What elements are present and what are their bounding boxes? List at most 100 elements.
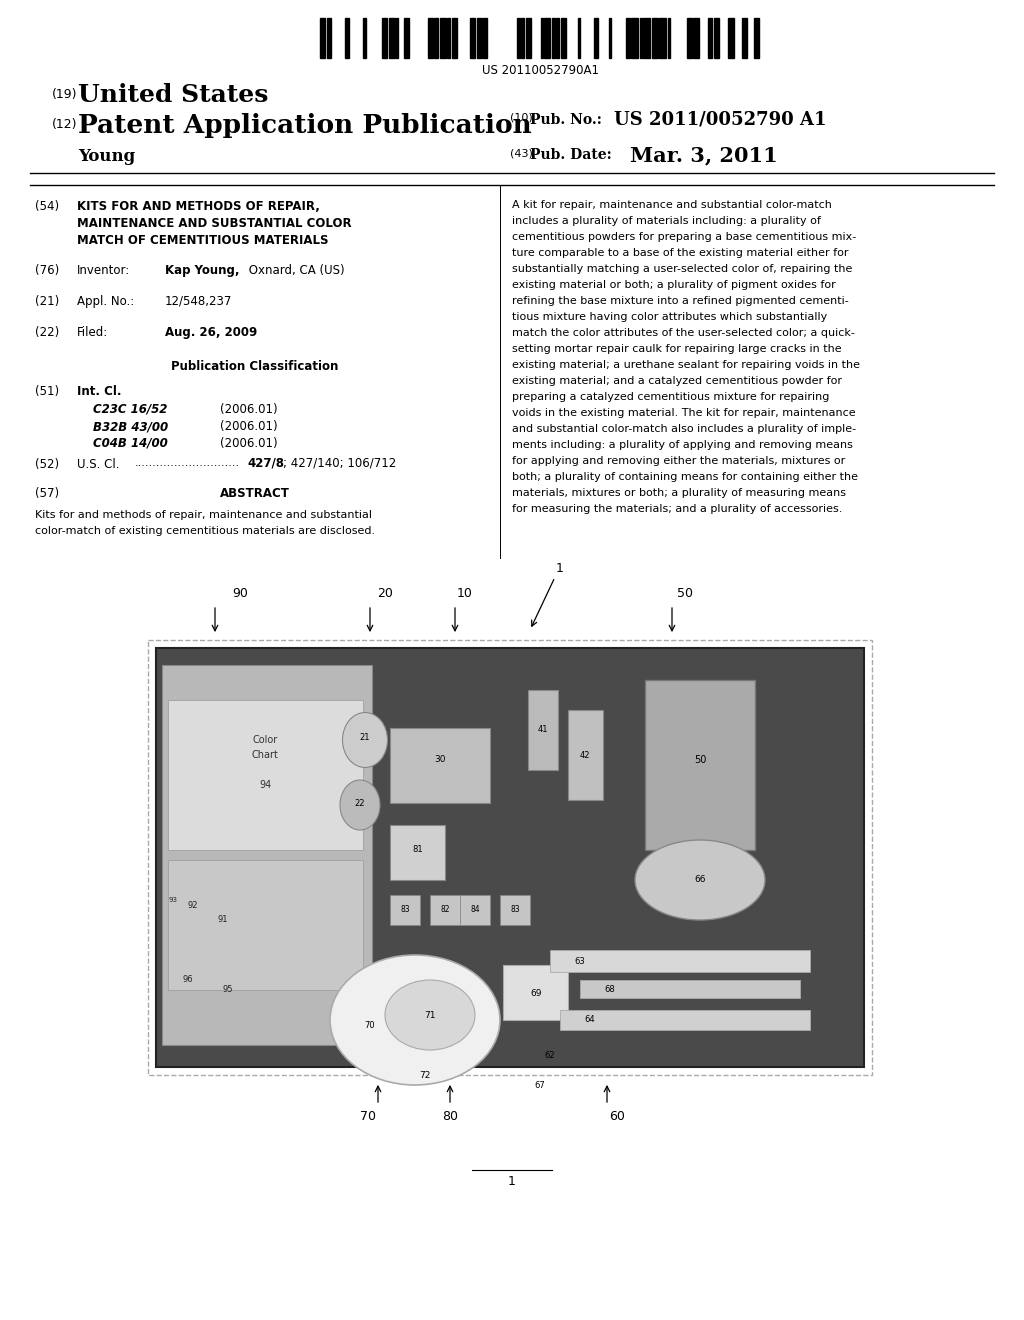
Bar bbox=[434, 18, 438, 58]
Text: (22): (22) bbox=[35, 326, 59, 339]
Text: 90: 90 bbox=[232, 587, 248, 601]
Bar bbox=[580, 979, 800, 998]
Text: voids in the existing material. The kit for repair, maintenance: voids in the existing material. The kit … bbox=[512, 408, 856, 418]
Bar bbox=[741, 18, 746, 58]
Text: 22: 22 bbox=[354, 799, 366, 808]
Text: 62: 62 bbox=[545, 1051, 555, 1060]
Text: (2006.01): (2006.01) bbox=[220, 420, 278, 433]
Bar bbox=[552, 18, 555, 58]
Bar bbox=[556, 18, 559, 58]
Text: C23C 16/52: C23C 16/52 bbox=[93, 403, 167, 416]
Text: ture comparable to a base of the existing material either for: ture comparable to a base of the existin… bbox=[512, 248, 849, 257]
Text: 83: 83 bbox=[400, 906, 410, 915]
Text: substantially matching a user-selected color of, repairing the: substantially matching a user-selected c… bbox=[512, 264, 852, 275]
Bar bbox=[430, 895, 460, 925]
Text: existing material; a urethane sealant for repairing voids in the: existing material; a urethane sealant fo… bbox=[512, 360, 860, 370]
Bar bbox=[168, 700, 362, 850]
Text: 95: 95 bbox=[223, 986, 233, 994]
Text: (57): (57) bbox=[35, 487, 59, 500]
Text: 81: 81 bbox=[413, 846, 423, 854]
Bar bbox=[651, 18, 657, 58]
Text: (12): (12) bbox=[52, 117, 78, 131]
Text: 50: 50 bbox=[694, 755, 707, 766]
Text: MAINTENANCE AND SUBSTANTIAL COLOR: MAINTENANCE AND SUBSTANTIAL COLOR bbox=[77, 216, 351, 230]
Text: 64: 64 bbox=[585, 1015, 595, 1024]
Text: 63: 63 bbox=[574, 957, 586, 965]
Text: tious mixture having color attributes which substantially: tious mixture having color attributes wh… bbox=[512, 312, 827, 322]
Text: (2006.01): (2006.01) bbox=[220, 403, 278, 416]
Text: KITS FOR AND METHODS OF REPAIR,: KITS FOR AND METHODS OF REPAIR, bbox=[77, 201, 319, 213]
Text: 94: 94 bbox=[259, 780, 271, 789]
Text: Pub. Date:: Pub. Date: bbox=[530, 148, 611, 162]
Text: 71: 71 bbox=[424, 1011, 436, 1019]
Text: (19): (19) bbox=[52, 88, 78, 102]
Text: 20: 20 bbox=[377, 587, 393, 601]
Text: 93: 93 bbox=[169, 898, 177, 903]
Text: for measuring the materials; and a plurality of accessories.: for measuring the materials; and a plura… bbox=[512, 504, 843, 513]
Text: 83: 83 bbox=[510, 906, 520, 915]
Bar bbox=[645, 680, 755, 850]
Text: 50: 50 bbox=[677, 587, 693, 601]
Bar bbox=[388, 18, 394, 58]
Text: (76): (76) bbox=[35, 264, 59, 277]
Bar bbox=[500, 895, 530, 925]
Bar bbox=[643, 18, 650, 58]
Text: 82: 82 bbox=[440, 906, 450, 915]
Ellipse shape bbox=[635, 840, 765, 920]
Text: 68: 68 bbox=[604, 985, 615, 994]
Text: .............................: ............................. bbox=[135, 458, 240, 469]
Text: C04B 14/00: C04B 14/00 bbox=[93, 437, 168, 450]
Text: existing material; and a catalyzed cementitious powder for: existing material; and a catalyzed cemen… bbox=[512, 376, 842, 385]
Bar bbox=[516, 18, 519, 58]
Text: Chart: Chart bbox=[252, 750, 279, 760]
Text: setting mortar repair caulk for repairing large cracks in the: setting mortar repair caulk for repairin… bbox=[512, 345, 842, 354]
Text: 30: 30 bbox=[434, 755, 445, 764]
Bar bbox=[708, 18, 712, 58]
Text: Young: Young bbox=[78, 148, 135, 165]
Text: color-match of existing cementitious materials are disclosed.: color-match of existing cementitious mat… bbox=[35, 525, 375, 536]
Text: 60: 60 bbox=[609, 1110, 625, 1123]
Text: (43): (43) bbox=[510, 148, 532, 158]
Text: A kit for repair, maintenance and substantial color-match: A kit for repair, maintenance and substa… bbox=[512, 201, 831, 210]
Bar bbox=[560, 1010, 810, 1030]
Text: 72: 72 bbox=[419, 1071, 431, 1080]
Ellipse shape bbox=[342, 713, 387, 767]
Bar bbox=[544, 18, 550, 58]
Ellipse shape bbox=[385, 979, 475, 1049]
Bar bbox=[754, 18, 759, 58]
Bar bbox=[659, 18, 666, 58]
Text: 66: 66 bbox=[694, 875, 706, 884]
Text: Kits for and methods of repair, maintenance and substantial: Kits for and methods of repair, maintena… bbox=[35, 510, 372, 520]
Bar bbox=[460, 895, 490, 925]
Text: (10): (10) bbox=[510, 114, 532, 123]
Bar bbox=[668, 18, 670, 58]
Ellipse shape bbox=[340, 780, 380, 830]
Bar bbox=[568, 710, 603, 800]
Bar bbox=[390, 825, 445, 880]
Text: 42: 42 bbox=[580, 751, 590, 759]
Bar bbox=[439, 18, 445, 58]
Ellipse shape bbox=[330, 954, 500, 1085]
Text: Oxnard, CA (US): Oxnard, CA (US) bbox=[245, 264, 345, 277]
Text: 69: 69 bbox=[530, 989, 542, 998]
Text: US 20110052790A1: US 20110052790A1 bbox=[481, 63, 598, 77]
Text: 80: 80 bbox=[442, 1110, 458, 1123]
Text: 10: 10 bbox=[457, 587, 473, 601]
Text: Patent Application Publication: Patent Application Publication bbox=[78, 114, 531, 139]
Bar bbox=[693, 18, 699, 58]
Text: B32B 43/00: B32B 43/00 bbox=[93, 420, 168, 433]
Text: Mar. 3, 2011: Mar. 3, 2011 bbox=[630, 145, 778, 165]
Bar bbox=[162, 665, 372, 1045]
Text: Color: Color bbox=[252, 735, 278, 744]
Bar bbox=[396, 18, 398, 58]
Text: 21: 21 bbox=[359, 734, 371, 742]
Text: 1: 1 bbox=[556, 562, 564, 576]
Text: 427/8: 427/8 bbox=[247, 455, 284, 469]
Bar bbox=[541, 18, 543, 58]
Text: 12/548,237: 12/548,237 bbox=[165, 294, 232, 308]
Bar bbox=[156, 648, 864, 1067]
Text: ABSTRACT: ABSTRACT bbox=[220, 487, 290, 500]
Bar bbox=[631, 18, 638, 58]
Bar bbox=[483, 18, 487, 58]
Bar bbox=[427, 18, 432, 58]
